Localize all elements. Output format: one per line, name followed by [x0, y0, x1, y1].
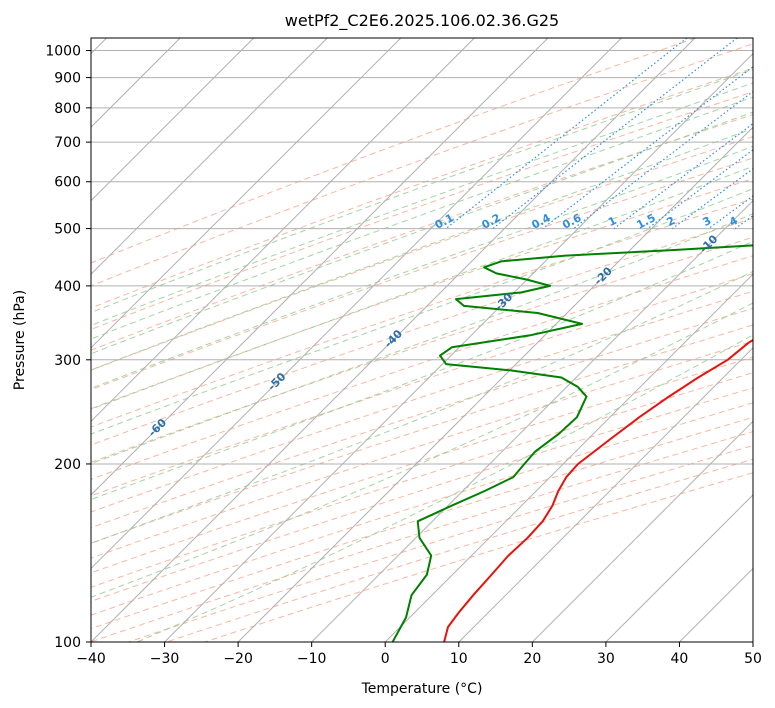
- moist-adiabat: [91, 111, 753, 355]
- mixing-ratio-line: [708, 195, 753, 230]
- plot-frame: [90, 37, 754, 643]
- y-tick-label: 1000: [45, 44, 81, 60]
- dry-adiabat: [91, 67, 753, 309]
- isotherm-label: -70: [23, 465, 46, 488]
- dry-adiabat: [91, 387, 753, 602]
- x-tick-label: 20: [523, 651, 541, 667]
- isotherm-line: [91, 38, 549, 496]
- isotherm-line: [91, 38, 475, 423]
- y-axis-title: Pressure (hPa): [12, 290, 28, 390]
- dry-adiabat: [91, 356, 753, 574]
- mixing-ratio-line: [445, 38, 688, 230]
- dry-adiabat: [91, 372, 753, 588]
- y-tick-label: 400: [54, 279, 81, 295]
- y-tick-label: 200: [54, 457, 81, 473]
- x-tick-label: −30: [150, 651, 180, 667]
- x-tick-label: −20: [223, 651, 253, 667]
- x-tick-label: 40: [671, 651, 689, 667]
- moist-adiabat: [91, 145, 753, 389]
- chart-title: wetPf2_C2E6.2025.106.02.36.G25: [285, 11, 559, 31]
- y-tick-label: 900: [54, 71, 81, 87]
- x-tick-label: 0: [381, 651, 390, 667]
- moist-adiabat: [91, 127, 753, 371]
- dry-adiabat: [166, 458, 753, 642]
- isotherm-line: [237, 126, 753, 642]
- moist-adiabat: [91, 68, 753, 314]
- mixing-ratio-line: [542, 65, 753, 230]
- y-tick-label: 500: [54, 222, 81, 238]
- x-tick-label: −40: [76, 651, 106, 667]
- x-tick-label: 50: [744, 651, 762, 667]
- moist-adiabat: [91, 165, 753, 410]
- mixing-ratio-line: [613, 122, 753, 230]
- dry-adiabat: [91, 307, 753, 529]
- mixing-ratio-line: [734, 214, 753, 230]
- isotherm-line: [91, 38, 622, 570]
- dry-adiabat: [91, 416, 753, 630]
- mixing-ratio-line: [573, 90, 753, 230]
- moist-adiabat: [91, 82, 753, 326]
- isotherm-line: [384, 273, 753, 642]
- y-tick-label: 700: [54, 135, 81, 151]
- isotherm-line: [91, 38, 696, 642]
- isotherm-line: [91, 38, 255, 202]
- isotherm-line: [458, 347, 753, 642]
- isotherm-line: [164, 52, 753, 642]
- isotherm-line: [311, 199, 753, 642]
- y-tick-label: 600: [54, 175, 81, 191]
- isotherm-line: [91, 38, 402, 349]
- moist-adiabat: [91, 270, 753, 544]
- y-tick-label: 800: [54, 101, 81, 117]
- dry-adiabat: [91, 340, 753, 559]
- dry-adiabat: [204, 472, 753, 642]
- moist-adiabat: [91, 302, 753, 598]
- isotherm-line: [91, 38, 328, 275]
- dewpoint-profile: [391, 244, 753, 642]
- dry-adiabat: [91, 91, 753, 330]
- x-tick-label: −10: [297, 651, 327, 667]
- isotherm-line: [679, 567, 753, 642]
- y-tick-label: 300: [54, 353, 81, 369]
- dry-adiabat: [91, 402, 753, 616]
- x-tick-label: 10: [450, 651, 468, 667]
- mixing-ratio-label: 1: [606, 214, 619, 229]
- isotherm-line: [605, 494, 753, 642]
- moist-adiabat: [136, 334, 753, 642]
- moist-adiabat: [91, 240, 753, 501]
- temperature-profile: [443, 338, 753, 642]
- mixing-ratio-label: 4: [727, 214, 740, 229]
- moist-adiabat: [91, 188, 753, 435]
- mixing-ratio-line: [492, 38, 738, 230]
- isotherm-line: [531, 420, 753, 642]
- mixing-ratio-label: 6: [766, 214, 775, 229]
- dry-adiabat: [91, 290, 753, 513]
- isotherm-line: [752, 641, 753, 642]
- y-tick-label: 100: [54, 635, 81, 651]
- x-tick-label: 30: [597, 651, 615, 667]
- x-axis-title: Temperature (°C): [361, 681, 483, 697]
